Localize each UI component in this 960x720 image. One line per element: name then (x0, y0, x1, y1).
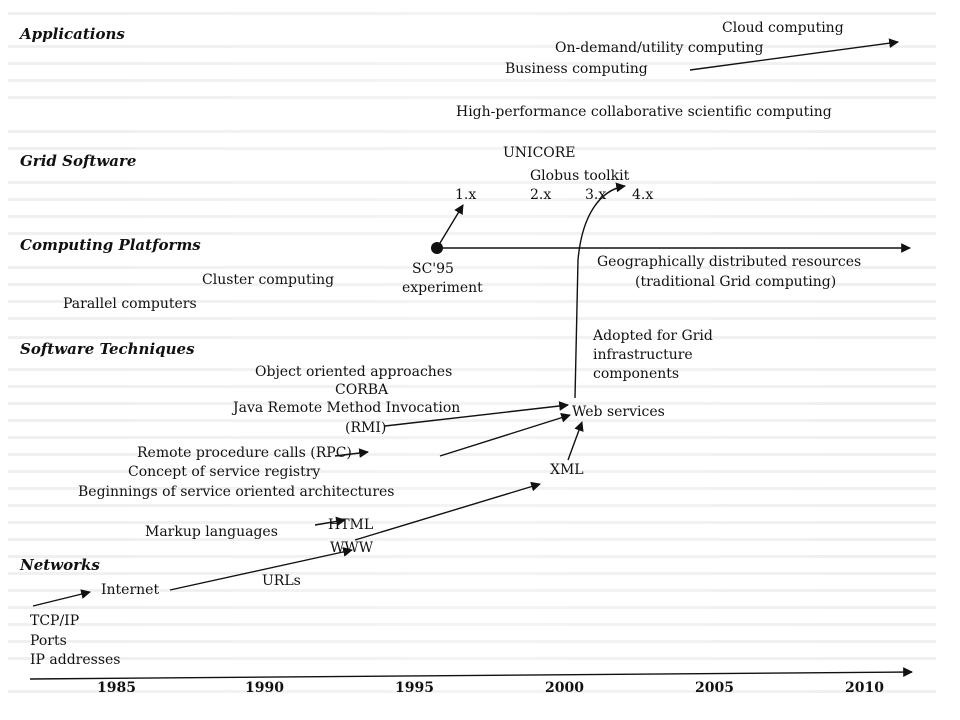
label-globus-1x: 1.x (455, 187, 477, 203)
internet-to-www (169, 547, 353, 591)
label-geographically-distributed: Geographically distributed resources (597, 254, 862, 270)
label-sc95-experiment: experiment (402, 280, 483, 296)
label-business-computing: Business computing (505, 61, 648, 77)
label-infrastructure: infrastructure (593, 347, 693, 363)
xml-to-webservices (567, 421, 584, 461)
soa-arrow (334, 448, 369, 458)
label-cloud-computing: Cloud computing (722, 20, 844, 36)
label-traditional-grid: (traditional Grid computing) (635, 274, 837, 290)
label-html: HTML (328, 517, 374, 533)
label-globus-3x: 3.x (585, 187, 607, 203)
category-applications: Applications (20, 25, 125, 43)
label-web-services: Web services (572, 404, 665, 420)
label-on-demand-computing: On-demand/utility computing (555, 40, 764, 56)
label-unicore: UNICORE (503, 145, 576, 161)
label-internet: Internet (101, 582, 160, 598)
webservices-to-globus-4x (574, 182, 626, 399)
label-markup-languages: Markup languages (145, 524, 278, 540)
label-xml: XML (550, 462, 584, 478)
label-hpc: High-performance collaborative scientifi… (456, 104, 832, 120)
category-networks: Networks (20, 556, 100, 574)
year-2010: 2010 (845, 680, 884, 696)
label-www: WWW (330, 540, 374, 556)
year-1985: 1985 (97, 680, 136, 696)
networks-arrow (32, 589, 91, 607)
label-parallel-computers: Parallel computers (63, 296, 197, 312)
label-components: components (593, 366, 680, 382)
label-urls: URLs (262, 573, 301, 589)
category-grid-software: Grid Software (20, 152, 137, 170)
www-to-xml (354, 481, 541, 541)
label-globus-2x: 2.x (530, 187, 552, 203)
label-globus: Globus toolkit (530, 168, 630, 184)
label-soa: Beginnings of service oriented architect… (78, 484, 395, 500)
registry-to-webservices (439, 412, 571, 457)
markup-to-html (314, 516, 346, 527)
label-cluster-computing: Cluster computing (202, 272, 335, 288)
rmi-to-webservices (384, 401, 569, 427)
category-computing-platforms: Computing Platforms (20, 236, 201, 254)
year-1995: 1995 (395, 680, 434, 696)
label-rpc: Remote procedure calls (RPC) (137, 445, 352, 461)
year-1990: 1990 (245, 680, 284, 696)
label-corba: CORBA (335, 382, 389, 398)
timeline-axis (29, 667, 913, 680)
label-object-oriented: Object oriented approaches (255, 364, 453, 380)
label-adopted-for-grid: Adopted for Grid (593, 328, 713, 344)
label-sc95: SC'95 (412, 261, 454, 277)
year-2000: 2000 (545, 680, 584, 696)
label-java-rmi: Java Remote Method Invocation (233, 400, 461, 416)
label-globus-4x: 4.x (632, 187, 654, 203)
category-software-techniques: Software Techniques (20, 340, 195, 358)
label-ip-addresses: IP addresses (30, 652, 121, 668)
year-2005: 2005 (695, 680, 734, 696)
label-tcpip: TCP/IP (30, 613, 80, 629)
sc95-to-globus-1x (436, 204, 464, 249)
label-rmi: (RMI) (345, 420, 387, 436)
label-service-registry: Concept of service registry (128, 464, 321, 480)
label-ports: Ports (30, 633, 67, 649)
applications-arrow (689, 38, 899, 71)
